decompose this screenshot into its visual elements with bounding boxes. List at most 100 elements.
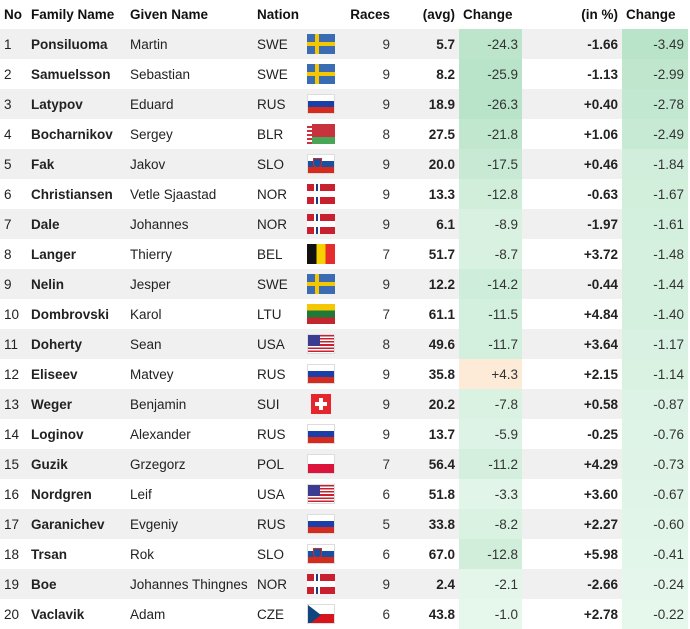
header-family-name: Family Name [31,7,115,22]
nation-cell: SLO [257,546,285,562]
rank-cell: 18 [4,546,20,562]
avg-cell: 51.8 [428,486,455,502]
flag-cell [297,239,335,269]
family-name-cell: Vaclavik [31,606,85,622]
usa-flag-icon [307,334,335,354]
races-cell: 7 [382,306,390,322]
in-percent-cell: -1.13 [587,66,618,82]
avg-cell: 5.7 [394,29,459,59]
czech-flag-icon [307,604,335,624]
rank-cell: 9 [0,269,27,299]
header-in-percent: (in %) [581,7,618,22]
given-name-cell: Rok [130,546,155,562]
change-2-cell: -3.49 [622,29,688,59]
given-name-cell: Johannes Thingnes [126,569,253,599]
in-percent-cell: -0.25 [587,426,618,442]
family-name-cell: Christiansen [31,186,113,202]
rank-cell: 16 [4,486,20,502]
change-2-cell: -0.22 [622,599,688,629]
table-row: 16 Nordgren Leif USA 6 51.8 -3.3 +3.60 -0.67 [0,479,688,509]
rank-cell: 14 [4,426,20,442]
rank-cell: 3 [0,89,27,119]
given-name-cell: Vetle Sjaastad [130,186,217,202]
rank-cell: 12 [4,366,20,382]
given-name-cell: Jesper [126,269,253,299]
table-row: 5 Fak Jakov SLO 9 20.0 -17.5 +0.46 -1.84 [0,149,688,179]
rank-cell: 20 [4,606,20,622]
flag-cell [297,299,335,329]
avg-cell: 49.6 [394,329,459,359]
in-percent-cell: +5.98 [583,546,618,562]
russia-flag-icon [307,364,335,384]
races-cell: 6 [382,606,390,622]
given-name-cell: Eduard [126,89,253,119]
given-name-cell: Martin [126,29,253,59]
flag-cell [297,119,335,149]
lithuania-flag-icon [307,304,335,324]
nation-cell: USA [253,329,297,359]
flag-cell [297,419,335,449]
family-name-cell: Loginov [31,426,84,442]
norway-flag-icon [307,574,335,594]
nation-cell: SUI [253,389,297,419]
rank-cell: 13 [0,389,27,419]
races-cell: 7 [382,246,390,262]
in-percent-cell: +4.84 [583,306,618,322]
in-percent-cell: +4.29 [522,449,622,479]
races-cell: 8 [335,329,394,359]
flag-cell [297,59,335,89]
races-cell: 9 [382,426,390,442]
flag-cell [297,269,335,299]
rank-cell: 15 [0,449,27,479]
races-cell: 9 [335,269,394,299]
flag-cell [297,209,335,239]
races-cell: 8 [382,126,390,142]
table-row: 15 Guzik Grzegorz POL 7 56.4 -11.2 +4.29 -0.73 [0,449,688,479]
change-cell: -11.5 [459,299,522,329]
table-row: 7 Dale Johannes NOR 9 6.1 -8.9 -1.97 -1.61 [0,209,688,239]
avg-cell: 61.1 [428,306,455,322]
table-row: 20 Vaclavik Adam CZE 6 43.8 -1.0 +2.78 -0.22 [0,599,688,629]
races-cell: 9 [335,569,394,599]
change-2-cell: -0.41 [622,539,688,569]
family-name-cell: Ponsiluoma [27,29,126,59]
change-2-cell: -0.73 [622,449,688,479]
family-name-cell: Fak [27,149,126,179]
poland-flag-icon [307,454,335,474]
change-cell: -7.8 [459,389,522,419]
change-2-cell: -1.40 [622,299,688,329]
races-cell: 9 [335,389,394,419]
belgium-flag-icon [307,244,335,264]
family-name-cell: Bocharnikov [31,126,113,142]
family-name-cell: Weger [27,389,126,419]
change-2-cell: -2.78 [622,89,688,119]
change-2-cell: -1.61 [622,209,688,239]
races-cell: 9 [335,29,394,59]
change-cell: -24.3 [459,29,522,59]
change-2-cell: -0.87 [622,389,688,419]
rank-cell: 4 [4,126,12,142]
in-percent-cell: -1.97 [522,209,622,239]
given-name-cell: Alexander [130,426,191,442]
races-cell: 9 [335,209,394,239]
flag-cell [297,449,335,479]
change-cell: -12.8 [459,179,522,209]
nation-cell: RUS [253,509,297,539]
flag-cell [297,359,335,389]
rank-cell: 1 [0,29,27,59]
given-name-cell: Grzegorz [126,449,253,479]
races-cell: 7 [335,449,394,479]
avg-cell: 51.7 [428,246,455,262]
table-row: 10 Dombrovski Karol LTU 7 61.1 -11.5 +4.84 -1.40 [0,299,688,329]
in-percent-cell: +3.60 [583,486,618,502]
given-name-cell: Sergey [130,126,173,142]
in-percent-cell: -0.63 [587,186,618,202]
change-cell: -25.9 [459,59,522,89]
change-cell: -11.2 [459,449,522,479]
header-nation: Nation [257,7,299,22]
table-row: 3 Latypov Eduard RUS 9 18.9 -26.3 +0.40 -2.78 [0,89,688,119]
family-name-cell: Trsan [31,546,68,562]
family-name-cell: Nordgren [31,486,92,502]
table-row: 14 Loginov Alexander RUS 9 13.7 -5.9 -0.25 -0.76 [0,419,688,449]
slovenia-flag-icon [307,544,335,564]
